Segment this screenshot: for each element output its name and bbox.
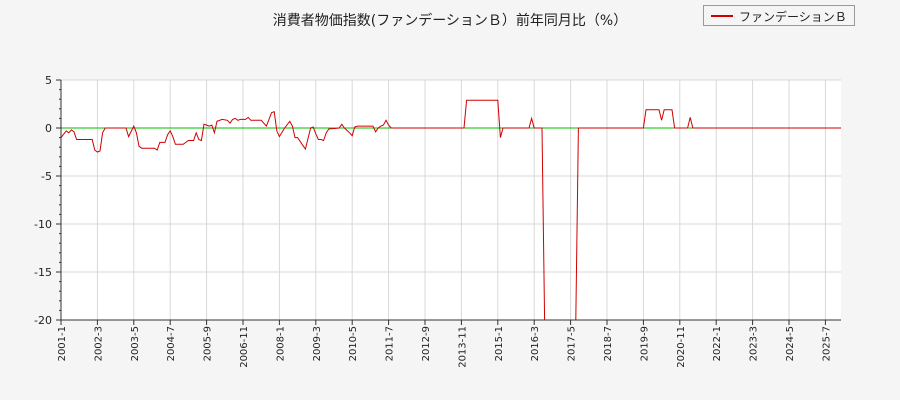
series-line [61,99,841,320]
x-tick-label: 2016-3 [530,326,541,361]
y-tick-label: -15 [34,266,52,279]
plot-background [61,80,841,320]
x-tick-label: 2003-5 [130,326,141,361]
legend-label: ファンデーションＢ [739,10,847,24]
x-tick-label: 2023-3 [749,326,760,361]
x-tick-label: 2020-11 [676,326,687,368]
x-tick-label: 2008-1 [275,326,286,361]
y-tick-label: -10 [34,218,52,231]
x-tick-label: 2010-5 [348,326,359,361]
x-tick-label: 2017-5 [567,326,578,361]
x-tick-label: 2015-1 [494,326,505,361]
y-tick-label: 0 [45,122,52,135]
y-tick-label: -5 [41,170,52,183]
legend: ファンデーションＢ [703,5,855,26]
x-tick-label: 2006-11 [239,326,250,368]
x-tick-label: 2001-1 [57,326,68,361]
y-tick-label: -20 [34,314,52,327]
legend-swatch [711,15,733,17]
x-tick-label: 2002-3 [93,326,104,361]
x-tick-label: 2009-3 [312,326,323,361]
x-tick-label: 2024-5 [785,326,796,361]
x-tick-label: 2005-9 [203,326,214,361]
x-tick-label: 2004-7 [166,326,177,361]
x-tick-label: 2019-9 [639,326,650,361]
x-tick-label: 2025-7 [821,326,832,361]
y-tick-label: 5 [45,74,52,87]
x-tick-label: 2018-7 [603,326,614,361]
x-tick-label: 2013-11 [457,326,468,368]
x-tick-label: 2011-7 [385,326,396,361]
x-tick-label: 2022-1 [712,326,723,361]
x-tick-label: 2012-9 [421,326,432,361]
chart-title: 消費者物価指数(ファンデーションＢ）前年同月比（%） [272,13,628,29]
